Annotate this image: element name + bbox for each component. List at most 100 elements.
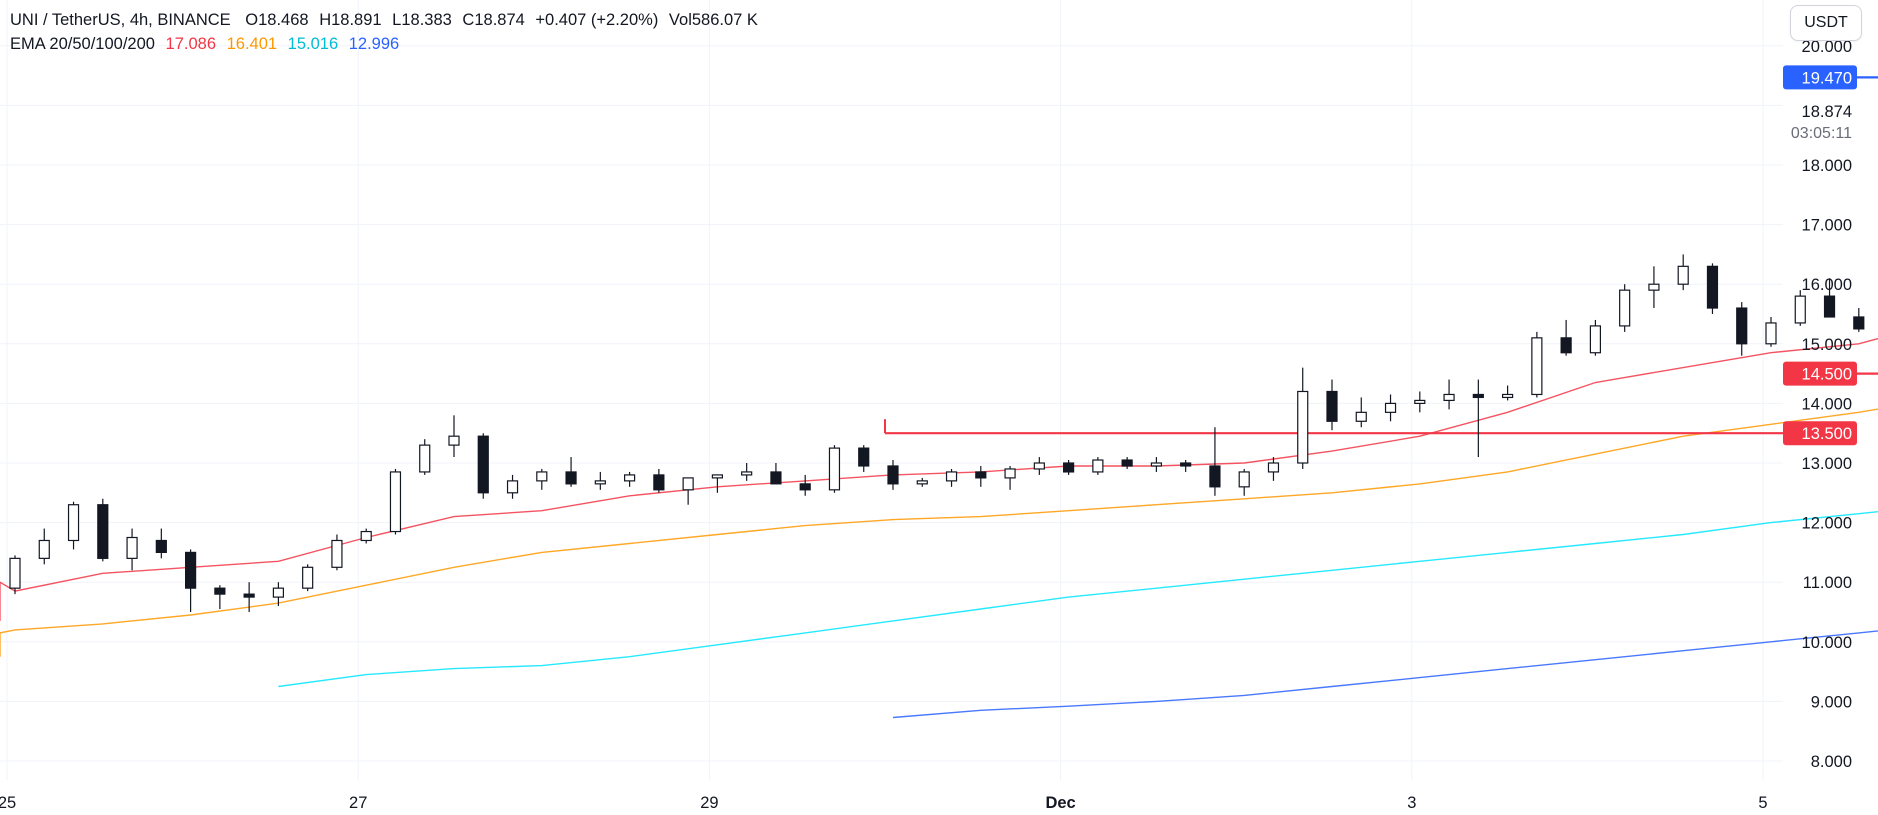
candle (185, 549, 197, 612)
candle (67, 501, 80, 550)
change-value: +0.407 (+2.20%) (535, 11, 659, 29)
candle-body-down (653, 474, 665, 491)
horizontal-levels[interactable] (884, 76, 1878, 435)
candle (1531, 331, 1543, 398)
candle-body-up (67, 504, 80, 542)
ema20-value: 17.086 (165, 35, 217, 53)
candle (1853, 308, 1865, 332)
candle (1384, 394, 1397, 422)
candle-body-up (506, 480, 519, 494)
candle-body-up (828, 447, 841, 491)
candle (1033, 457, 1045, 475)
candle-body-down (477, 435, 489, 494)
low-value: L18.383 (392, 11, 452, 29)
level-price-tag (1783, 65, 1857, 90)
candle-body-down (1853, 316, 1865, 330)
candle (682, 477, 694, 505)
time-tick-label: Dec (1045, 794, 1075, 812)
candle (419, 439, 431, 475)
candle (594, 471, 606, 490)
candle (916, 477, 928, 487)
candle (1619, 284, 1631, 332)
symbol-title: UNI / TetherUS, 4h, BINANCE (10, 11, 231, 29)
candle-body-up (1589, 325, 1602, 354)
price-tick-label: 17.000 (1802, 217, 1852, 235)
candle-body-up (1677, 265, 1689, 285)
candle (1823, 278, 1836, 318)
time-tick-label: 25 (0, 794, 16, 812)
price-tick-label: 10.000 (1802, 634, 1852, 652)
candle (1472, 379, 1484, 458)
candle-body-up (682, 477, 694, 491)
candle (1121, 457, 1133, 469)
price-axis[interactable]: 20.00019.00018.00017.00016.00015.00014.0… (1802, 38, 1852, 771)
candle-body-down (1472, 393, 1484, 399)
candle-body-down (1736, 307, 1748, 345)
candle-body-down (1823, 295, 1836, 318)
candle (711, 474, 724, 493)
candle-body-down (858, 447, 870, 467)
price-tick-label: 13.000 (1802, 455, 1852, 473)
price-tick-label: 15.000 (1802, 336, 1852, 354)
candle (858, 445, 870, 472)
candle-body-up (536, 471, 548, 482)
open-value: O18.468 (245, 11, 309, 29)
level-price-text: 19.470 (1802, 69, 1852, 87)
candle-body-up (448, 435, 460, 446)
volume-value: Vol586.07 K (668, 11, 758, 29)
candle-body-up (1501, 393, 1514, 399)
candle-body-up (9, 557, 21, 589)
candle (360, 528, 372, 544)
candle-body-up (1414, 399, 1426, 405)
ema-line-ema20 (0, 337, 1878, 621)
currency-button[interactable]: USDT (1790, 5, 1862, 41)
candle (1297, 367, 1309, 469)
candle-body-up (360, 530, 372, 542)
candle (126, 528, 138, 571)
candle (1560, 319, 1572, 356)
candle (1501, 385, 1514, 401)
candle-body-up (1619, 289, 1631, 327)
candle (1238, 468, 1250, 496)
candle-body-up (1794, 295, 1806, 324)
candle-body-up (1033, 462, 1045, 470)
ema-lines (0, 337, 1878, 719)
candle-body-up (1765, 322, 1777, 345)
candle (975, 465, 987, 487)
candle-body-down (1062, 462, 1075, 473)
candle-body-up (38, 539, 50, 559)
candle-body-up (331, 539, 343, 568)
level-price-text: 14.500 (1802, 366, 1852, 384)
candle (828, 445, 841, 493)
candle (1062, 460, 1075, 475)
candle-body-up (711, 474, 724, 479)
ema-line-ema50 (0, 408, 1878, 657)
high-value: H18.891 (319, 11, 382, 29)
candle (1180, 460, 1192, 472)
candle-body-up (1267, 462, 1280, 473)
time-axis[interactable]: 252729Dec3579111313:00 (0, 794, 1878, 812)
candle-body-down (243, 593, 255, 598)
ema-line-ema100 (278, 511, 1878, 688)
candle (155, 528, 167, 559)
candle-body-down (799, 483, 811, 491)
candle (1648, 266, 1660, 309)
ema-label: EMA 20/50/100/200 (10, 35, 155, 53)
candle-body-down (1180, 462, 1192, 467)
candle-body-up (419, 444, 431, 473)
candle (448, 415, 460, 458)
candle-body-up (1531, 337, 1543, 396)
candle-body-down (565, 471, 577, 485)
candle (1267, 457, 1280, 481)
candle (945, 468, 958, 487)
candle-body-up (1297, 390, 1309, 464)
price-tick-label: 14.000 (1802, 395, 1852, 413)
candle (331, 534, 343, 571)
candle (1209, 427, 1221, 496)
candle (506, 474, 519, 499)
candle-body-up (916, 480, 928, 485)
candle-body-down (1326, 390, 1338, 422)
ema200-value: 12.996 (348, 35, 400, 53)
time-tick-label: 29 (700, 794, 718, 812)
